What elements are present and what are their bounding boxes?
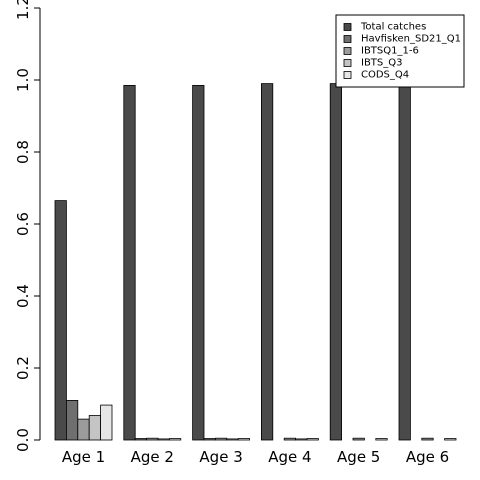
bar [226,438,239,441]
bar-group [260,83,319,441]
bar [77,418,90,441]
x-tick-label: Age 3 [199,448,242,466]
bar [146,437,159,441]
y-tick-label: 0.2 [14,356,32,380]
legend-item: IBTSQ1_1-6 [343,46,419,57]
y-tick-label: 1.2 [14,0,32,20]
bar [260,83,274,441]
bar [283,437,297,441]
bar [123,85,136,441]
bar [192,85,205,441]
bar [398,83,411,441]
bar [214,437,228,441]
bar [352,437,365,441]
bar [100,404,113,441]
bar-group [123,85,182,441]
bar [306,438,319,441]
bar [88,415,101,441]
bar [157,438,170,441]
bar-group [54,200,113,441]
legend-swatch [343,71,352,79]
bar [329,83,343,441]
bars-layer [54,83,457,441]
bar [134,438,147,441]
bar [295,438,308,441]
y-tick-label: 0.4 [14,284,32,308]
legend-label: IBTSQ1_1-6 [361,46,419,57]
bar [66,399,79,441]
bar [203,438,216,441]
x-axis: Age 1 Age 2 Age 3 Age 4 Age 5 Age 6 [62,448,449,466]
legend-swatch [343,47,352,55]
legend: Total catchesHavfisken_SD21_Q1IBTSQ1_1-6… [335,14,465,88]
bar-group [192,85,250,441]
legend-item: Havfisken_SD21_Q1 [343,34,461,45]
y-axis: 0.0 0.2 0.4 0.6 0.8 1.0 1.2 [14,0,41,452]
bar [375,438,388,441]
legend-swatch [343,59,352,67]
bar-group [329,83,388,441]
legend-label: IBTS_Q3 [361,58,403,69]
y-tick-label: 0.6 [14,212,32,236]
y-tick-label: 0.0 [14,428,32,452]
x-tick-label: Age 6 [406,448,449,466]
bar [237,438,250,441]
x-tick-label: Age 4 [268,448,311,466]
bar [421,437,434,441]
y-tick-label: 0.8 [14,140,32,164]
legend-swatch [343,23,352,31]
bar [444,438,457,441]
x-tick-label: Age 1 [62,448,105,466]
bar [168,438,182,441]
legend-item: Total catches [343,22,426,33]
legend-swatch [343,35,352,43]
legend-label: CODS_Q4 [361,70,409,81]
legend-item: IBTS_Q3 [343,58,403,69]
legend-label: Total catches [360,22,426,33]
legend-box [335,14,465,88]
bar [54,200,67,441]
y-tick-label: 1.0 [14,68,32,92]
legend-item: CODS_Q4 [343,70,409,81]
legend-label: Havfisken_SD21_Q1 [361,34,461,45]
x-tick-label: Age 5 [337,448,380,466]
bar-group [398,83,457,441]
x-tick-label: Age 2 [131,448,174,466]
